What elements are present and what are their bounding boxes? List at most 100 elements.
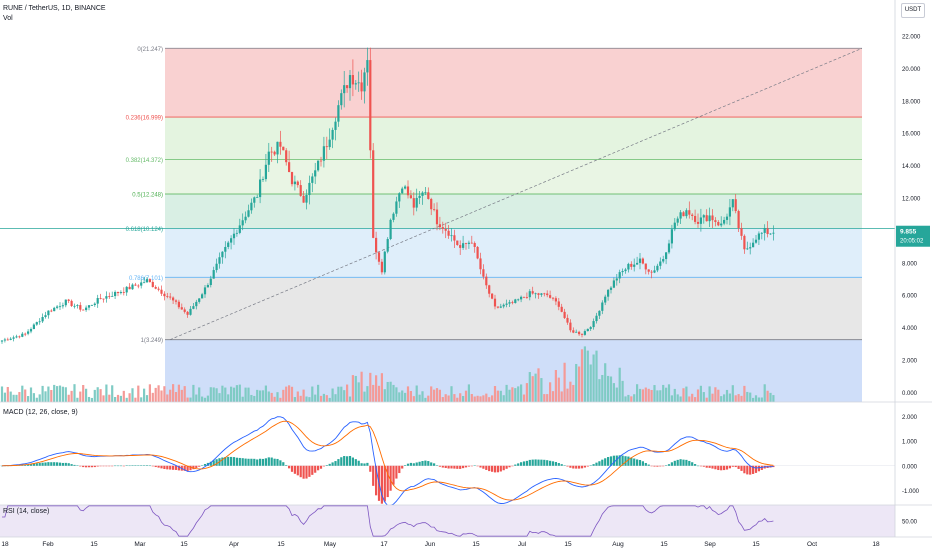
- volume-bar: [543, 394, 546, 402]
- volume-bar: [435, 388, 439, 402]
- candle-body: [143, 282, 146, 284]
- volume-bar: [232, 387, 236, 402]
- volume-label[interactable]: Vol: [3, 15, 13, 22]
- macd-histogram-bar: [705, 465, 708, 468]
- volume-bar: [636, 384, 639, 402]
- volume-bar: [140, 397, 143, 402]
- volume-bar: [24, 389, 27, 402]
- candle-body: [459, 245, 462, 248]
- macd-histogram-bar: [612, 455, 615, 466]
- volume-bar: [354, 375, 357, 402]
- macd-histogram-bar: [746, 465, 749, 475]
- volume-bar: [322, 393, 325, 402]
- candle-body: [609, 287, 613, 290]
- candle-body: [305, 194, 308, 203]
- macd-histogram-bar: [415, 462, 418, 466]
- volume-bar: [64, 387, 67, 402]
- macd-histogram-bar: [418, 461, 421, 466]
- macd-histogram-bar: [343, 456, 346, 466]
- candle-body: [76, 305, 79, 306]
- symbol-title[interactable]: RUNE / TetherUS, 1D, BINANCE: [3, 5, 106, 12]
- candle-body: [691, 214, 694, 216]
- candle-body: [108, 296, 111, 297]
- candle-body: [302, 195, 305, 203]
- macd-histogram-bar: [102, 465, 105, 467]
- macd-histogram-bar: [64, 462, 67, 466]
- candle-body: [401, 188, 404, 194]
- candle-body: [389, 219, 392, 240]
- macd-histogram-bar: [290, 465, 294, 472]
- volume-bar: [656, 390, 659, 402]
- volume-bar: [198, 387, 201, 402]
- macd-histogram-bar: [261, 458, 265, 466]
- macd-histogram-bar: [691, 462, 694, 466]
- macd-histogram-bar: [499, 465, 502, 472]
- candle-body: [311, 176, 314, 183]
- macd-histogram-bar: [650, 465, 653, 467]
- candle-body: [525, 297, 528, 298]
- macd-histogram-bar: [192, 465, 195, 470]
- candle-body: [499, 306, 502, 308]
- candle-body: [772, 232, 775, 234]
- volume-bar: [743, 385, 746, 402]
- currency-button[interactable]: USDT: [901, 3, 925, 18]
- macd-histogram-bar: [157, 465, 160, 468]
- volume-bar: [708, 386, 711, 402]
- candle-body: [421, 192, 424, 196]
- volume-bar: [41, 385, 44, 402]
- macd-histogram-bar: [479, 465, 482, 468]
- macd-histogram-bar: [546, 460, 549, 466]
- candle-body: [87, 305, 91, 308]
- candle-body: [456, 240, 459, 246]
- x-tick-label: 15: [660, 541, 668, 548]
- candle-body: [694, 215, 697, 222]
- macd-histogram-bar: [279, 460, 282, 466]
- rsi-label[interactable]: RSI (14, close): [3, 508, 50, 515]
- fib-zone: [165, 193, 862, 229]
- macd-histogram-bar: [725, 465, 729, 470]
- macd-label[interactable]: MACD (12, 26, close, 9): [3, 409, 78, 416]
- candle-body: [763, 228, 766, 233]
- macd-histogram-bar: [502, 465, 505, 471]
- macd-histogram-bar: [589, 465, 592, 467]
- candle-body: [696, 221, 700, 224]
- volume-bar: [409, 390, 412, 402]
- macd-histogram-bar: [386, 465, 389, 498]
- candle-body: [592, 321, 595, 328]
- volume-bar: [438, 389, 441, 402]
- macd-histogram-bar: [734, 465, 737, 468]
- candle-body: [21, 333, 24, 337]
- volume-bar: [502, 395, 505, 402]
- volume-bar: [267, 391, 270, 402]
- candle-body: [32, 324, 35, 330]
- candle-body: [340, 93, 343, 106]
- candle-body: [656, 265, 659, 271]
- candle-body: [685, 210, 688, 217]
- volume-bar: [499, 390, 502, 402]
- macd-histogram-bar: [531, 459, 534, 466]
- volume-bar: [343, 390, 346, 402]
- volume-bar: [73, 384, 76, 402]
- volume-bar: [598, 379, 601, 402]
- candle-body: [18, 336, 21, 338]
- macd-histogram-bar: [247, 458, 250, 466]
- volume-bar: [522, 394, 526, 402]
- macd-histogram-bar: [609, 456, 613, 466]
- fib-label: 0(21.247): [137, 47, 163, 53]
- macd-pane: [0, 416, 895, 506]
- candle-body: [705, 215, 708, 222]
- volume-bar: [517, 386, 520, 402]
- macd-histogram-bar: [276, 458, 279, 466]
- macd-histogram-bar: [522, 461, 526, 466]
- candle-body: [264, 164, 267, 180]
- volume-bar: [464, 390, 468, 402]
- macd-histogram-bar: [105, 465, 108, 467]
- volume-bar: [624, 396, 627, 402]
- macd-histogram-bar: [340, 457, 343, 466]
- volume-bar: [70, 390, 73, 402]
- volume-bar: [276, 392, 279, 402]
- volume-bar: [38, 394, 41, 402]
- volume-bar: [201, 396, 204, 402]
- x-tick-label: Jun: [425, 541, 436, 548]
